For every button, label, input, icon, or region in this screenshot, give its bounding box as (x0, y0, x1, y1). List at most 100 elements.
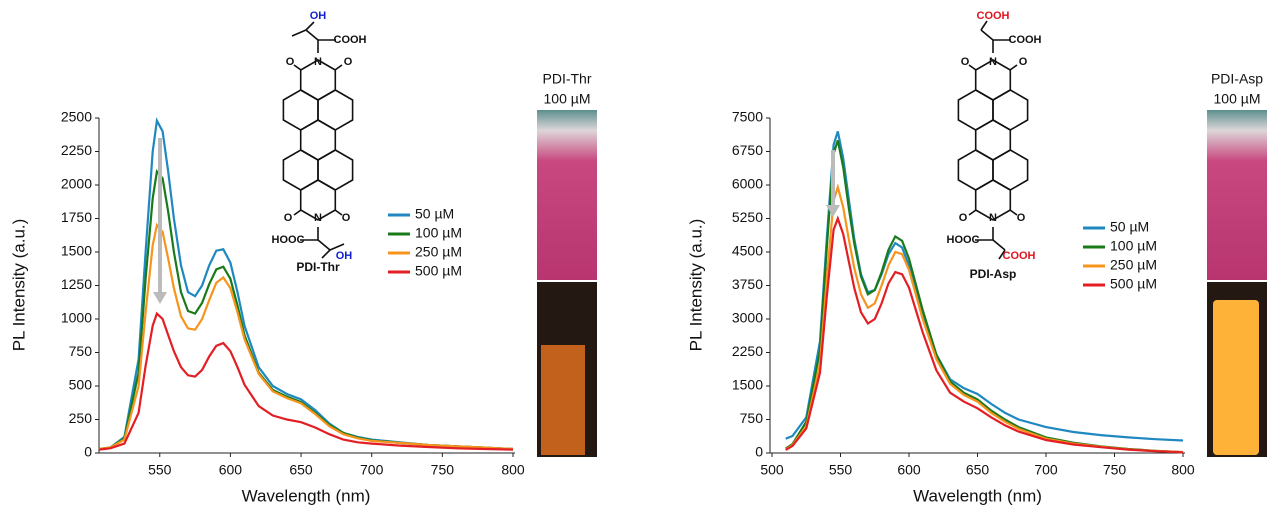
structure-label: O (286, 56, 295, 68)
compound-label: PDI-Thr (296, 260, 340, 274)
x-tick-label: 550 (829, 462, 853, 478)
x-axis-label: Wavelength (nm) (913, 486, 1042, 505)
legend-label: 50 µM (1110, 219, 1149, 235)
structure-label: O (959, 212, 968, 224)
structure-bond (306, 22, 314, 30)
structure-label: HOOC (947, 234, 980, 246)
structure-label: OH (310, 10, 327, 22)
series-line (786, 140, 1183, 452)
structure-ring (301, 120, 336, 160)
structure-label: O (344, 56, 353, 68)
y-tick-label: 1000 (61, 310, 92, 326)
compound-label: PDI-Asp (970, 267, 1017, 281)
structure-bond (981, 30, 993, 40)
structure-ring (976, 120, 1011, 160)
structure-ring (283, 90, 318, 130)
structure-label: COOH (1003, 250, 1036, 262)
structure-bond (318, 240, 330, 250)
x-tick-label: 550 (148, 462, 172, 478)
x-tick-label: 800 (501, 462, 525, 478)
structure-label: O (342, 212, 351, 224)
structure-bond (322, 250, 330, 258)
structure-bond (335, 65, 342, 70)
legend-label: 100 µM (1110, 238, 1157, 254)
y-tick-label: 7500 (732, 109, 763, 125)
structure-ring (993, 90, 1028, 130)
y-tick-label: 6750 (732, 142, 763, 158)
structure-label: COOH (977, 10, 1010, 22)
x-tick-label: 800 (1171, 462, 1195, 478)
x-tick-label: 750 (431, 462, 455, 478)
structure-label: O (961, 56, 970, 68)
y-tick-label: 250 (69, 410, 93, 426)
structure-bond (292, 30, 306, 36)
structure-label: COOH (334, 34, 367, 46)
y-tick-label: 0 (84, 444, 92, 460)
structure-label: O (284, 212, 293, 224)
photo-caption: 100 µM (544, 91, 591, 107)
series-line (99, 314, 513, 450)
structure-label: N (989, 212, 997, 224)
y-tick-label: 2000 (61, 176, 92, 192)
page: {"chart_data": [ {"type": "line", "xlabe… (0, 0, 1268, 514)
photo-caption: PDI-Asp (1211, 71, 1263, 87)
y-tick-label: 3000 (732, 310, 763, 326)
y-tick-label: 2250 (732, 343, 763, 359)
photo-caption: PDI-Thr (543, 71, 592, 87)
x-tick-label: 650 (966, 462, 990, 478)
legend-label: 50 µM (415, 206, 454, 222)
legend-label: 500 µM (1110, 276, 1157, 292)
structure-bond (294, 210, 301, 215)
y-tick-label: 2500 (61, 109, 92, 125)
y-tick-label: 500 (69, 377, 93, 393)
y-tick-label: 3750 (732, 276, 763, 292)
y-axis-label: PL Intensity (a.u.) (9, 219, 28, 352)
y-tick-label: 1500 (732, 377, 763, 393)
x-tick-label: 700 (360, 462, 384, 478)
structure-label: N (314, 212, 322, 224)
y-tick-label: 1500 (61, 243, 92, 259)
vial-photo-daylight (537, 110, 597, 280)
structure-label: O (1017, 212, 1026, 224)
structure-label: N (314, 56, 322, 68)
y-tick-label: 1250 (61, 276, 92, 292)
y-tick-label: 6000 (732, 176, 763, 192)
x-tick-label: 750 (1103, 462, 1127, 478)
y-tick-label: 750 (740, 410, 764, 426)
chart: PDI-Thr 100 µM 0 250 500 750 1000 1250 1500 1750 2… (0, 0, 1268, 514)
structure-ring (958, 150, 993, 190)
vial-glow (1213, 300, 1259, 455)
structure-bond (1010, 65, 1017, 70)
x-tick-label: 600 (897, 462, 921, 478)
photo-caption: 100 µM (1214, 91, 1261, 107)
x-tick-label: 650 (289, 462, 313, 478)
vial-photo-daylight (1207, 110, 1267, 280)
y-tick-label: 5250 (732, 209, 763, 225)
structure-bond (969, 65, 976, 70)
legend-label: 250 µM (1110, 257, 1157, 273)
y-tick-label: 1750 (61, 209, 92, 225)
structure-ring (318, 90, 353, 130)
structure-bond (993, 240, 1005, 250)
legend-label: 100 µM (415, 225, 462, 241)
structure-label: HOOC (272, 234, 305, 246)
structure-label: COOH (1009, 34, 1042, 46)
x-tick-label: 600 (219, 462, 243, 478)
legend-label: 500 µM (415, 263, 462, 279)
structure-ring (318, 150, 353, 190)
structure-ring (993, 150, 1028, 190)
x-axis-label: Wavelength (nm) (242, 486, 371, 505)
vial-glow (541, 345, 585, 455)
y-tick-label: 2250 (61, 142, 92, 158)
structure-ring (283, 150, 318, 190)
x-tick-label: 700 (1034, 462, 1058, 478)
structure-bond (294, 65, 301, 70)
trend-arrow-head (153, 292, 167, 304)
y-tick-label: 4500 (732, 243, 763, 259)
legend-label: 250 µM (415, 244, 462, 260)
structure-bond (969, 210, 976, 215)
structure-bond (981, 21, 987, 30)
structure-bond (306, 30, 318, 40)
structure-ring (958, 90, 993, 130)
structure-label: N (989, 56, 997, 68)
